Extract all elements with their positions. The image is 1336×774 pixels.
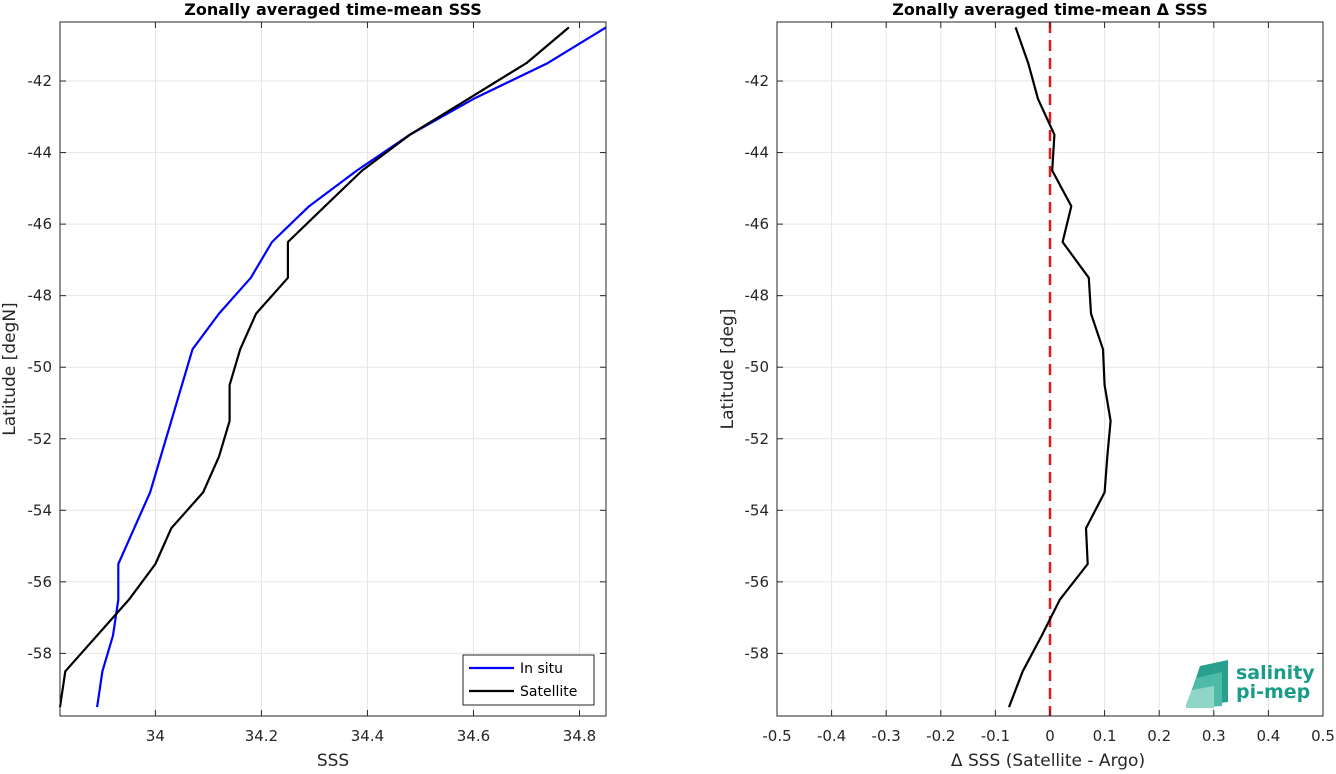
logo-line-2: pi-mep bbox=[1236, 681, 1310, 703]
delta-lines bbox=[1007, 27, 1112, 708]
logo-line-1: salinity bbox=[1236, 662, 1315, 684]
sss-ytick-label-42: -42 bbox=[28, 72, 53, 90]
sss-plot-area bbox=[60, 22, 606, 716]
delta-ytick-label-50: -50 bbox=[745, 358, 770, 376]
salinity-pi-mep-logo: salinity pi-mep bbox=[1186, 660, 1315, 708]
delta-xtick-label-0-2: -0.2 bbox=[926, 727, 955, 745]
delta-xtick-label-0-3: -0.3 bbox=[872, 727, 901, 745]
sss-xtick-label-34-2: 34.2 bbox=[245, 727, 278, 745]
delta-ticks: -0.5 -0.4 -0.3 -0.2 -0.1 0 0.1 0.2 0.3 0.4 0.5 -42 -… bbox=[745, 22, 1335, 745]
sss-ytick-label-54: -54 bbox=[28, 501, 53, 519]
delta-ytick-label-42: -42 bbox=[745, 72, 770, 90]
legend-label-in-situ: In situ bbox=[520, 661, 563, 677]
delta-ytick-label-48: -48 bbox=[745, 287, 770, 305]
sss-ytick-label-58: -58 bbox=[28, 644, 53, 662]
sss-ytick-label-50: -50 bbox=[28, 358, 53, 376]
delta-ytick-label-52: -52 bbox=[745, 430, 770, 448]
delta-xtick-label-0-2: 0.2 bbox=[1147, 727, 1171, 745]
logo-wave-icon bbox=[1186, 660, 1228, 708]
delta-ytick-label-58: -58 bbox=[745, 644, 770, 662]
delta-ytick-label-54: -54 bbox=[745, 501, 770, 519]
delta-ytick-label-56: -56 bbox=[745, 573, 770, 591]
sss-xtick-label-34-4: 34.4 bbox=[351, 727, 384, 745]
sss-xlabel: SSS bbox=[317, 751, 349, 770]
delta-xtick-label-0-4: 0.4 bbox=[1256, 727, 1280, 745]
sss-xtick-label-34-8: 34.8 bbox=[563, 727, 596, 745]
sss-ytick-label-46: -46 bbox=[28, 215, 53, 233]
sss-ylabel: Latitude [degN] bbox=[0, 302, 20, 435]
delta-xtick-label-0-5: -0.5 bbox=[762, 727, 791, 745]
delta-title: Zonally averaged time-mean Δ SSS bbox=[892, 0, 1208, 19]
delta-sss-panel: -0.5 -0.4 -0.3 -0.2 -0.1 0 0.1 0.2 0.3 0.4 0.5 -42 -… bbox=[718, 0, 1335, 771]
sss-ytick-label-48: -48 bbox=[28, 287, 53, 305]
sss-legend: In situ Satellite bbox=[462, 654, 595, 706]
sss-ytick-label-52: -52 bbox=[28, 430, 53, 448]
sss-title: Zonally averaged time-mean SSS bbox=[184, 0, 482, 19]
sss-panel: 34 34.2 34.4 34.6 34.8 -42 -44 -46 -48 -50 -52 -54 -… bbox=[0, 0, 607, 771]
sss-xtick-label-34: 34 bbox=[146, 727, 165, 745]
sss-lines bbox=[58, 26, 607, 708]
delta-xtick-label-0-4: -0.4 bbox=[817, 727, 846, 745]
legend-label-satellite: Satellite bbox=[520, 684, 577, 700]
sss-line-satellite bbox=[58, 26, 570, 708]
delta-line-series-0 bbox=[1007, 27, 1112, 708]
delta-ytick-label-46: -46 bbox=[745, 215, 770, 233]
delta-xlabel: Δ SSS (Satellite - Argo) bbox=[951, 751, 1145, 770]
sss-xtick-label-34-6: 34.6 bbox=[457, 727, 490, 745]
legend-box bbox=[462, 654, 595, 706]
delta-xtick-label-0-5: 0.5 bbox=[1311, 727, 1335, 745]
sss-ytick-label-44: -44 bbox=[28, 144, 53, 162]
delta-xtick-label-0: 0 bbox=[1045, 727, 1055, 745]
delta-ylabel: Latitude [deg] bbox=[718, 309, 738, 430]
sss-grid bbox=[60, 22, 606, 716]
delta-xtick-label-0-1: -0.1 bbox=[981, 727, 1010, 745]
sss-ytick-label-56: -56 bbox=[28, 573, 53, 591]
delta-ytick-label-44: -44 bbox=[745, 144, 770, 162]
delta-xtick-label-0-1: 0.1 bbox=[1093, 727, 1117, 745]
sss-ticks: 34 34.2 34.4 34.6 34.8 -42 -44 -46 -48 -50 -52 -54 -… bbox=[28, 22, 606, 745]
sss-axes-box bbox=[59, 21, 607, 717]
delta-xtick-label-0-3: 0.3 bbox=[1202, 727, 1226, 745]
